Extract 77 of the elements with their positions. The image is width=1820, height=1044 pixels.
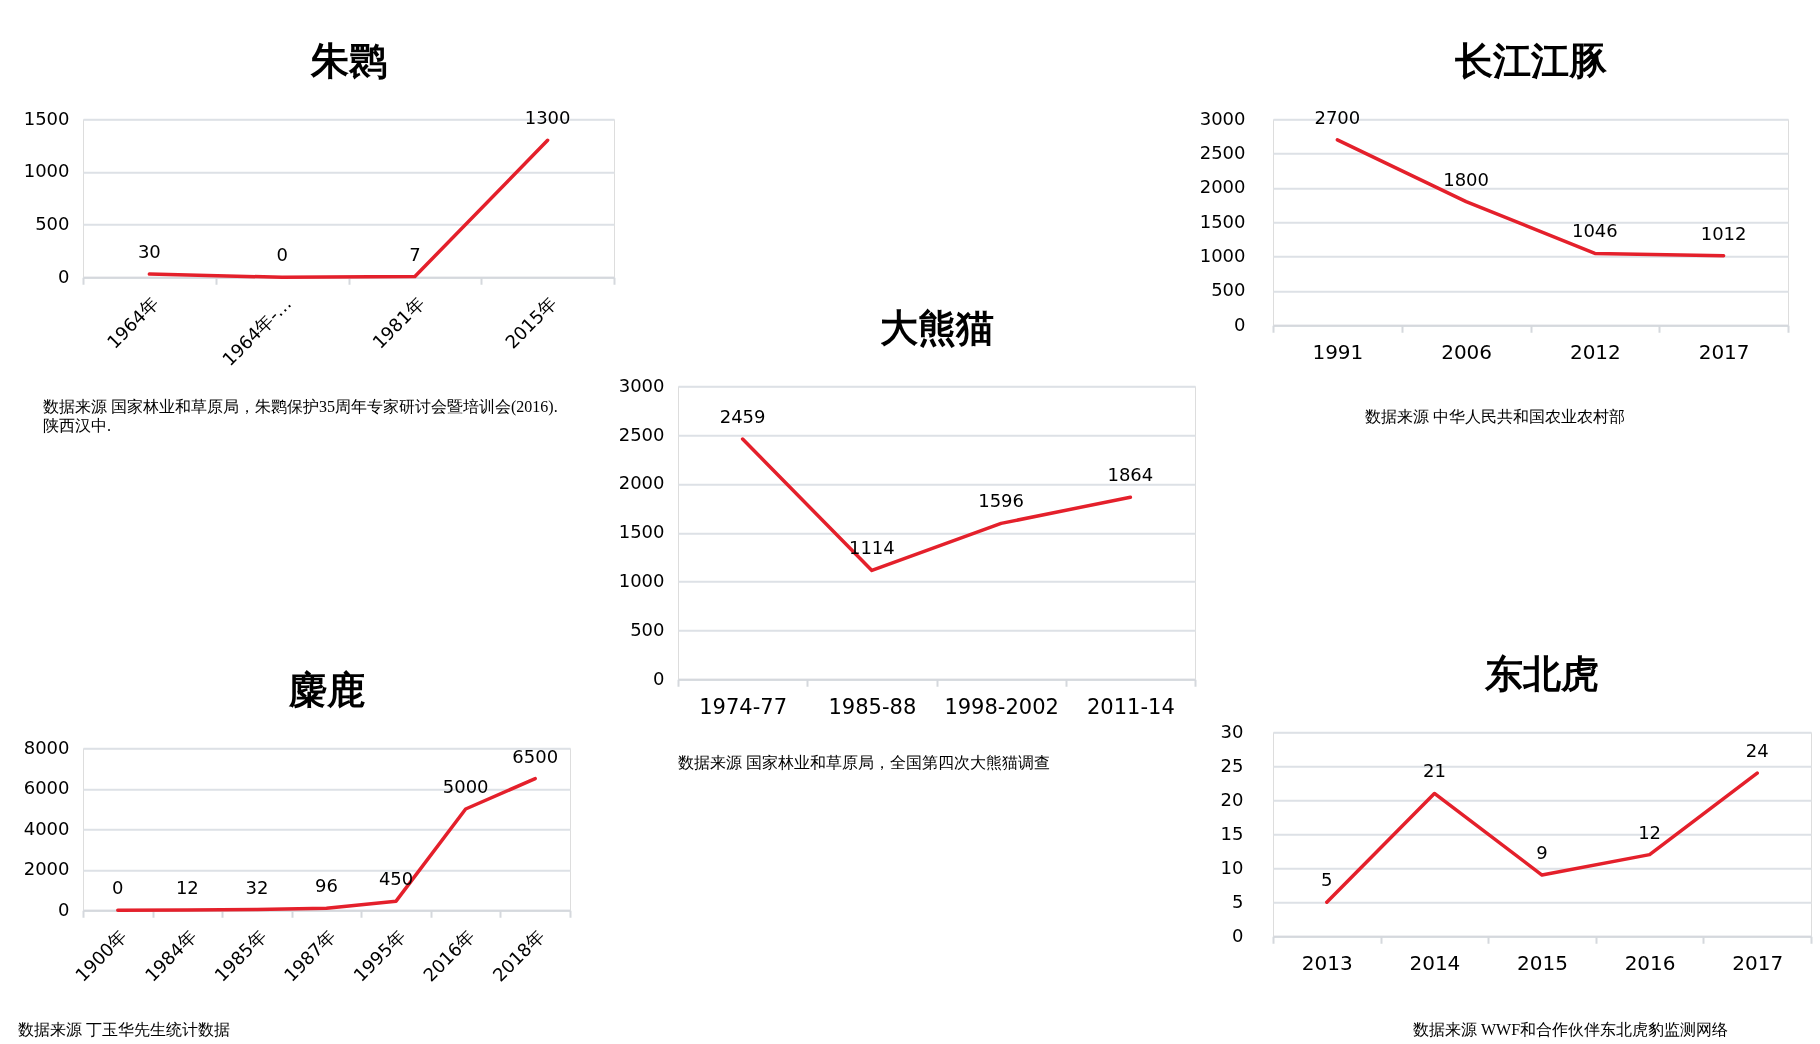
data-label: 12 [175,877,199,899]
data-label: 21 [1422,760,1446,782]
data-label: 1046 [1571,220,1618,242]
data-label: 96 [315,875,338,897]
y-tick-label: 1000 [1199,245,1246,267]
data-label: 2700 [1314,106,1361,128]
x-tick-label: 1991 [1312,339,1364,364]
data-label: 0 [112,877,124,899]
data-label: 32 [245,876,269,898]
data-label: 12 [1638,821,1662,843]
y-tick-label: 500 [630,618,665,640]
y-tick-label: 1500 [618,521,665,543]
data-label: 24 [1745,740,1769,762]
data-label: 1800 [1443,168,1490,190]
data-label: 0 [276,244,288,266]
y-tick-label: 4000 [23,817,70,839]
x-tick-label: 2017 [1732,950,1784,975]
y-tick-label: 2500 [618,423,665,445]
x-tick-label: 2014 [1409,950,1461,975]
y-tick-label: 2500 [1199,142,1246,164]
x-tick-label: 2013 [1301,950,1353,975]
source-note: 数据来源 国家林业和草原局，全国第四次大熊猫调查 [678,754,1050,772]
y-tick-label: 0 [1232,924,1244,946]
data-label: 30 [137,241,161,263]
x-tick-label: 2011-14 [1087,694,1175,719]
data-label: 9 [1536,842,1548,864]
y-tick-label: 25 [1220,754,1244,776]
y-tick-label: 500 [35,213,70,235]
y-tick-label: 15 [1220,822,1244,844]
y-tick-label: 0 [58,898,70,920]
y-tick-label: 1000 [618,570,665,592]
y-tick-label: 1000 [23,160,70,182]
x-tick-label: 1985-88 [828,694,917,719]
y-tick-label: 6000 [23,777,70,799]
y-tick-label: 5 [1232,890,1244,912]
y-tick-label: 20 [1220,788,1244,810]
data-label: 1864 [1107,464,1154,486]
chart-title: 朱鹮 [309,39,387,84]
data-label: 1300 [524,107,571,129]
data-label: 6500 [512,745,559,767]
chart-title: 大熊猫 [879,306,994,351]
x-tick-label: 1974-77 [699,694,787,719]
y-tick-label: 3000 [618,374,665,396]
data-label: 5000 [442,776,489,797]
y-tick-label: 2000 [23,858,70,880]
x-tick-label: 2012 [1569,339,1621,364]
source-note: 数据来源 丁玉华先生统计数据 [18,1021,230,1039]
x-tick-label: 1998-2002 [944,694,1059,719]
y-tick-label: 500 [1211,279,1246,301]
source-note: 数据来源 WWF和合作伙伴东北虎豹监测网络 [1413,1021,1729,1039]
y-tick-label: 30 [1220,720,1244,742]
y-tick-label: 10 [1220,856,1244,878]
data-label: 1114 [848,537,895,559]
data-label: 1012 [1700,222,1747,244]
data-label: 450 [378,868,414,890]
source-note: 数据来源 中华人民共和国农业农村部 [1365,408,1625,426]
y-tick-label: 2000 [1199,176,1246,198]
x-tick-label: 2006 [1441,339,1493,364]
y-tick-label: 3000 [1199,107,1246,129]
chart-title: 长江江豚 [1454,38,1607,83]
chart-title: 东北虎 [1484,652,1599,697]
x-tick-label: 2015 [1517,950,1568,975]
y-tick-label: 0 [58,265,70,287]
data-label: 2459 [719,406,766,428]
y-tick-label: 1500 [23,107,70,129]
y-tick-label: 1500 [1199,210,1246,232]
source-note: 数据来源 国家林业和草原局，朱鹮保护35周年专家研讨会暨培训会(2016). 陕西汉中. [43,398,558,435]
y-tick-label: 0 [1234,313,1246,335]
data-label: 7 [409,243,421,265]
chart-title: 麋鹿 [287,668,365,713]
data-label: 1596 [978,490,1025,512]
y-tick-label: 2000 [618,472,665,494]
x-tick-label: 2017 [1698,339,1750,364]
data-label: 5 [1321,869,1333,891]
y-tick-label: 0 [653,667,665,689]
x-tick-label: 2016 [1624,950,1676,975]
y-tick-label: 8000 [23,736,70,758]
